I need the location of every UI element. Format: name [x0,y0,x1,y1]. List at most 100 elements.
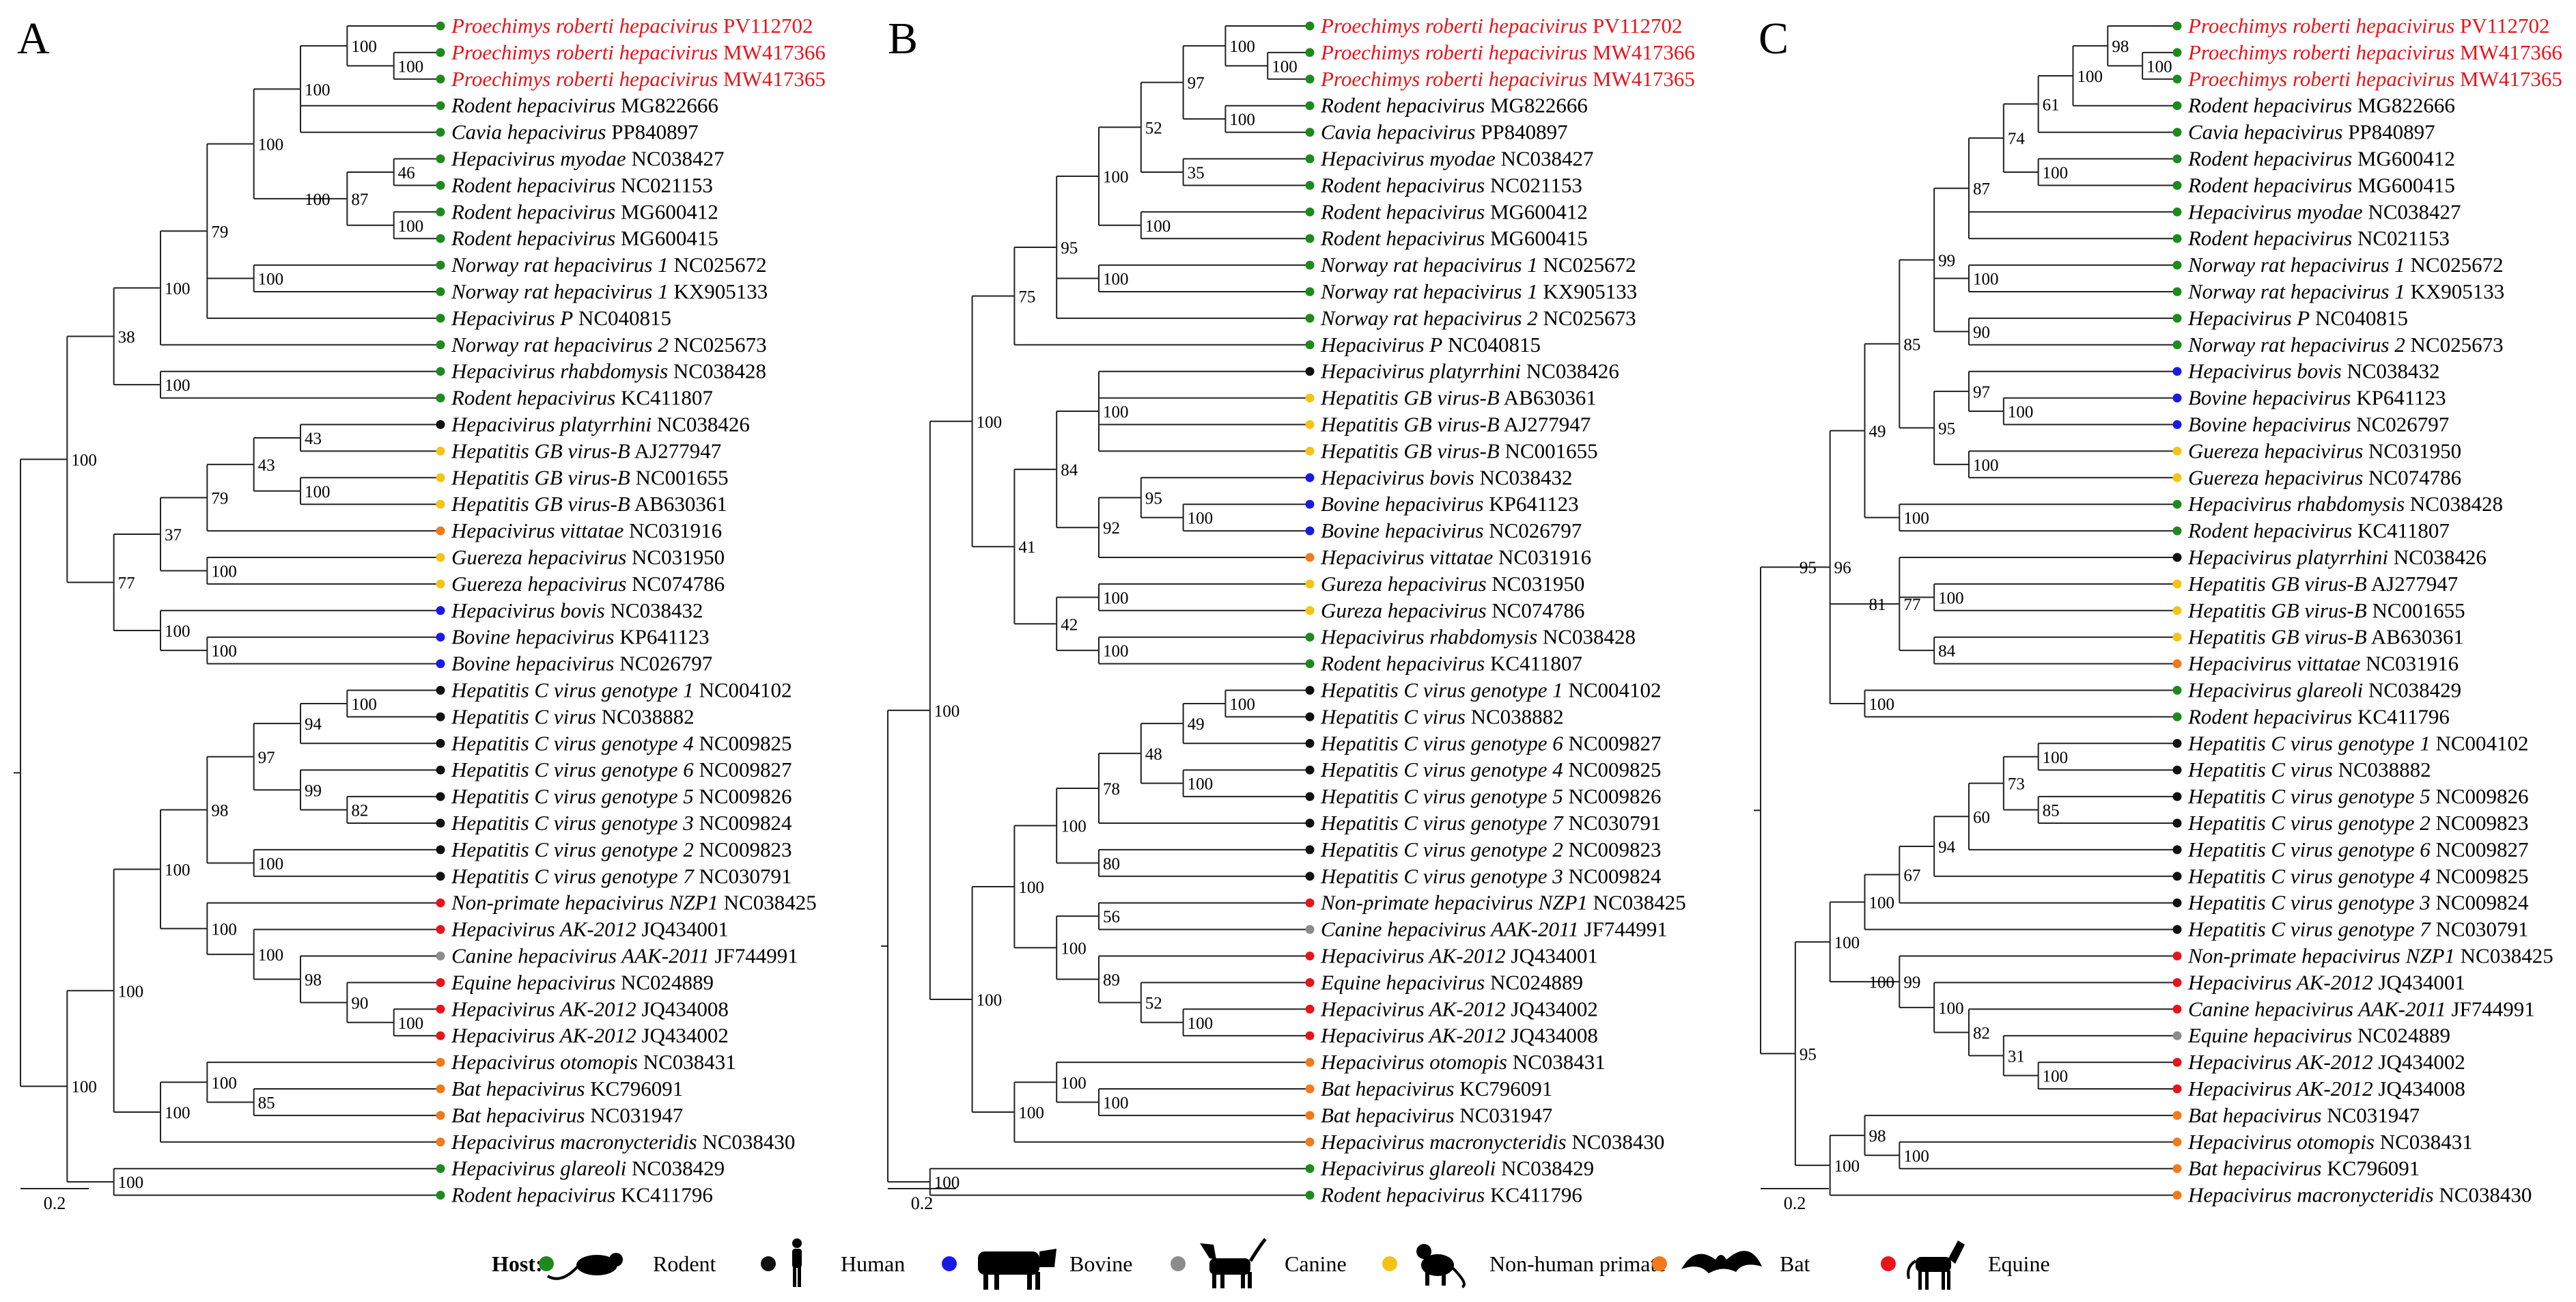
host-dot-equine [2172,1057,2182,1067]
bootstrap-value: 60 [1973,808,1990,827]
host-dot-equine [436,1031,445,1040]
bootstrap-value: 99 [305,781,322,800]
host-dot-rodent [436,340,445,350]
bootstrap-value: 100 [118,982,144,1001]
bootstrap-value: 85 [2043,802,2060,820]
tip-species: Equine hepacivirus [1320,970,1485,994]
tip-accession: JQ434002 [636,1023,729,1047]
bootstrap-value: 85 [1903,335,1920,354]
host-dot-bovine [2172,367,2182,376]
tip-species: Hepatitis C virus genotype 5 [2187,784,2431,808]
tip-label-nc025673: Norway rat hepacivirus 2 NC025673 [451,333,767,357]
tip-label-nc021153: Rodent hepacivirus NC021153 [1320,173,1582,197]
bootstrap-value: 100 [2043,749,2069,767]
bootstrap-value: 95 [1800,1045,1817,1064]
bootstrap-value: 81 [1869,596,1886,614]
bootstrap-value: 100 [398,217,424,236]
tip-label-nc038882: Hepatitis C virus NC038882 [2187,758,2431,781]
bootstrap-value: 100 [1188,510,1214,528]
legend-item-rodent: Rodent [539,1251,716,1280]
tip-label-nc001655: Hepatitis GB virus-B NC001655 [1320,439,1598,462]
bootstrap-value: 77 [1903,596,1920,614]
tip-accession: MG822666 [615,94,718,117]
host-dot-rodent [2172,260,2182,270]
bootstrap-value: 94 [1938,838,1956,857]
tip-species: Hepatitis C virus genotype 7 [1320,811,1564,835]
tip-accession: NC038430 [2434,1183,2532,1207]
tip-species: Rodent hepacivirus [451,173,615,197]
tip-accession: NC030791 [1563,811,1662,835]
tip-label-jq434008: Hepacivirus AK-2012 JQ434008 [2187,1077,2465,1100]
host-dot-rodent [2172,712,2182,721]
tip-accession: NC004102 [2431,731,2529,755]
tip-label-jf744991: Canine hepacivirus AAK-2011 JF744991 [1321,917,1668,941]
host-dot-rodent [436,314,445,323]
tip-label-nc038431: Hepacivirus otomopis NC038431 [2187,1130,2473,1154]
host-dot-rodent [2172,128,2182,137]
tip-species: Hepacivirus bovis [1320,465,1474,489]
tip-accession: NC038426 [2388,545,2487,569]
tip-accession: KX905133 [2405,279,2505,303]
tip-accession: NC025672 [669,253,767,277]
tip-label-nc004102: Hepatitis C virus genotype 1 NC004102 [2187,731,2529,755]
bootstrap-value: 100 [1229,695,1255,714]
tip-species: Norway rat hepacivirus 1 [451,253,669,277]
tip-species: Equine hepacivirus [2187,1023,2352,1047]
host-dot-bovine [436,633,445,642]
bootstrap-value: 99 [1903,973,1920,992]
tip-label-kc411796: Rodent hepacivirus KC411796 [451,1183,713,1207]
tip-accession: JQ434008 [636,997,729,1021]
tip-accession: NC009827 [1563,731,1662,755]
tip-label-nc040815: Hepacivirus P NC040815 [2187,306,2408,330]
tip-accession: MW417365 [1587,67,1695,91]
tip-species: Hepatitis C virus [451,704,596,728]
host-dot-bovine [1305,473,1315,482]
legend-title: Host: [492,1251,543,1276]
host-dot-human [436,792,445,801]
tip-species: Non-primate hepacivirus NZP1 [1320,891,1588,915]
tip-accession: NC025673 [2405,333,2504,357]
tip-accession: NC004102 [1563,678,1662,702]
tip-species: Hepacivirus vittatae [1320,545,1493,569]
tip-species: Proechimys roberti hepacivirus [1320,14,1587,38]
tip-species: Equine hepacivirus [451,970,615,994]
tip-label-nc040815: Hepacivirus P NC040815 [1320,333,1541,357]
tip-accession: MW417366 [1587,40,1695,64]
panel-letter: A [17,14,50,64]
host-dot-primate [2172,473,2182,482]
tip-label-pp840897: Cavia hepacivirus PP840897 [2188,120,2435,144]
tip-label-aj277947: Hepatitis GB virus-B AJ277947 [1320,413,1591,437]
legend-label: Rodent [653,1251,716,1276]
host-dot-rodent [1305,287,1315,296]
host-dot-human [1305,686,1315,695]
tip-label-mw417366: Proechimys roberti hepacivirus MW417366 [2187,40,2562,64]
host-dot-rodent [2172,48,2182,57]
bootstrap-value: 100 [977,413,1003,432]
tip-accession: NC025672 [2405,253,2504,277]
tip-species: Rodent hepacivirus [2187,704,2352,728]
legend-label: Human [841,1251,905,1276]
tip-label-mg600412: Rodent hepacivirus MG600412 [1320,199,1588,223]
bootstrap-value: 97 [258,749,275,767]
tip-label-nc038430: Hepacivirus macronycteridis NC038430 [451,1130,795,1154]
tip-label-kc411807: Rodent hepacivirus KC411807 [1320,652,1582,676]
tip-accession: MG822666 [1485,94,1588,117]
bootstrap-value: 95 [1061,239,1078,258]
tip-accession: NC031916 [2360,652,2459,676]
tip-species: Hepacivirus AK-2012 [1320,944,1506,968]
tip-accession: KP641123 [2351,386,2446,410]
canine-silhouette-icon [1200,1238,1267,1288]
tip-accession: NC031916 [624,518,722,542]
tip-label-jf744991: Canine hepacivirus AAK-2011 JF744991 [2188,997,2535,1021]
host-dot-rodent [1305,48,1315,57]
tip-accession: NC009827 [694,758,792,781]
tip-species: Hepatitis GB virus-B [451,439,630,462]
host-dot-bat [2172,1191,2182,1200]
tip-accession: NC038432 [2342,359,2440,383]
host-dot-equine [2172,1004,2182,1014]
tree-panel-b: B 100 100 100 97 35 52 100 100 100 95 75 100 100 95 92 8… [881,14,1695,1213]
tip-species: Non-primate hepacivirus NZP1 [2187,944,2455,968]
bootstrap-value: 73 [2008,775,2025,794]
tip-accession: MG600415 [615,226,718,250]
